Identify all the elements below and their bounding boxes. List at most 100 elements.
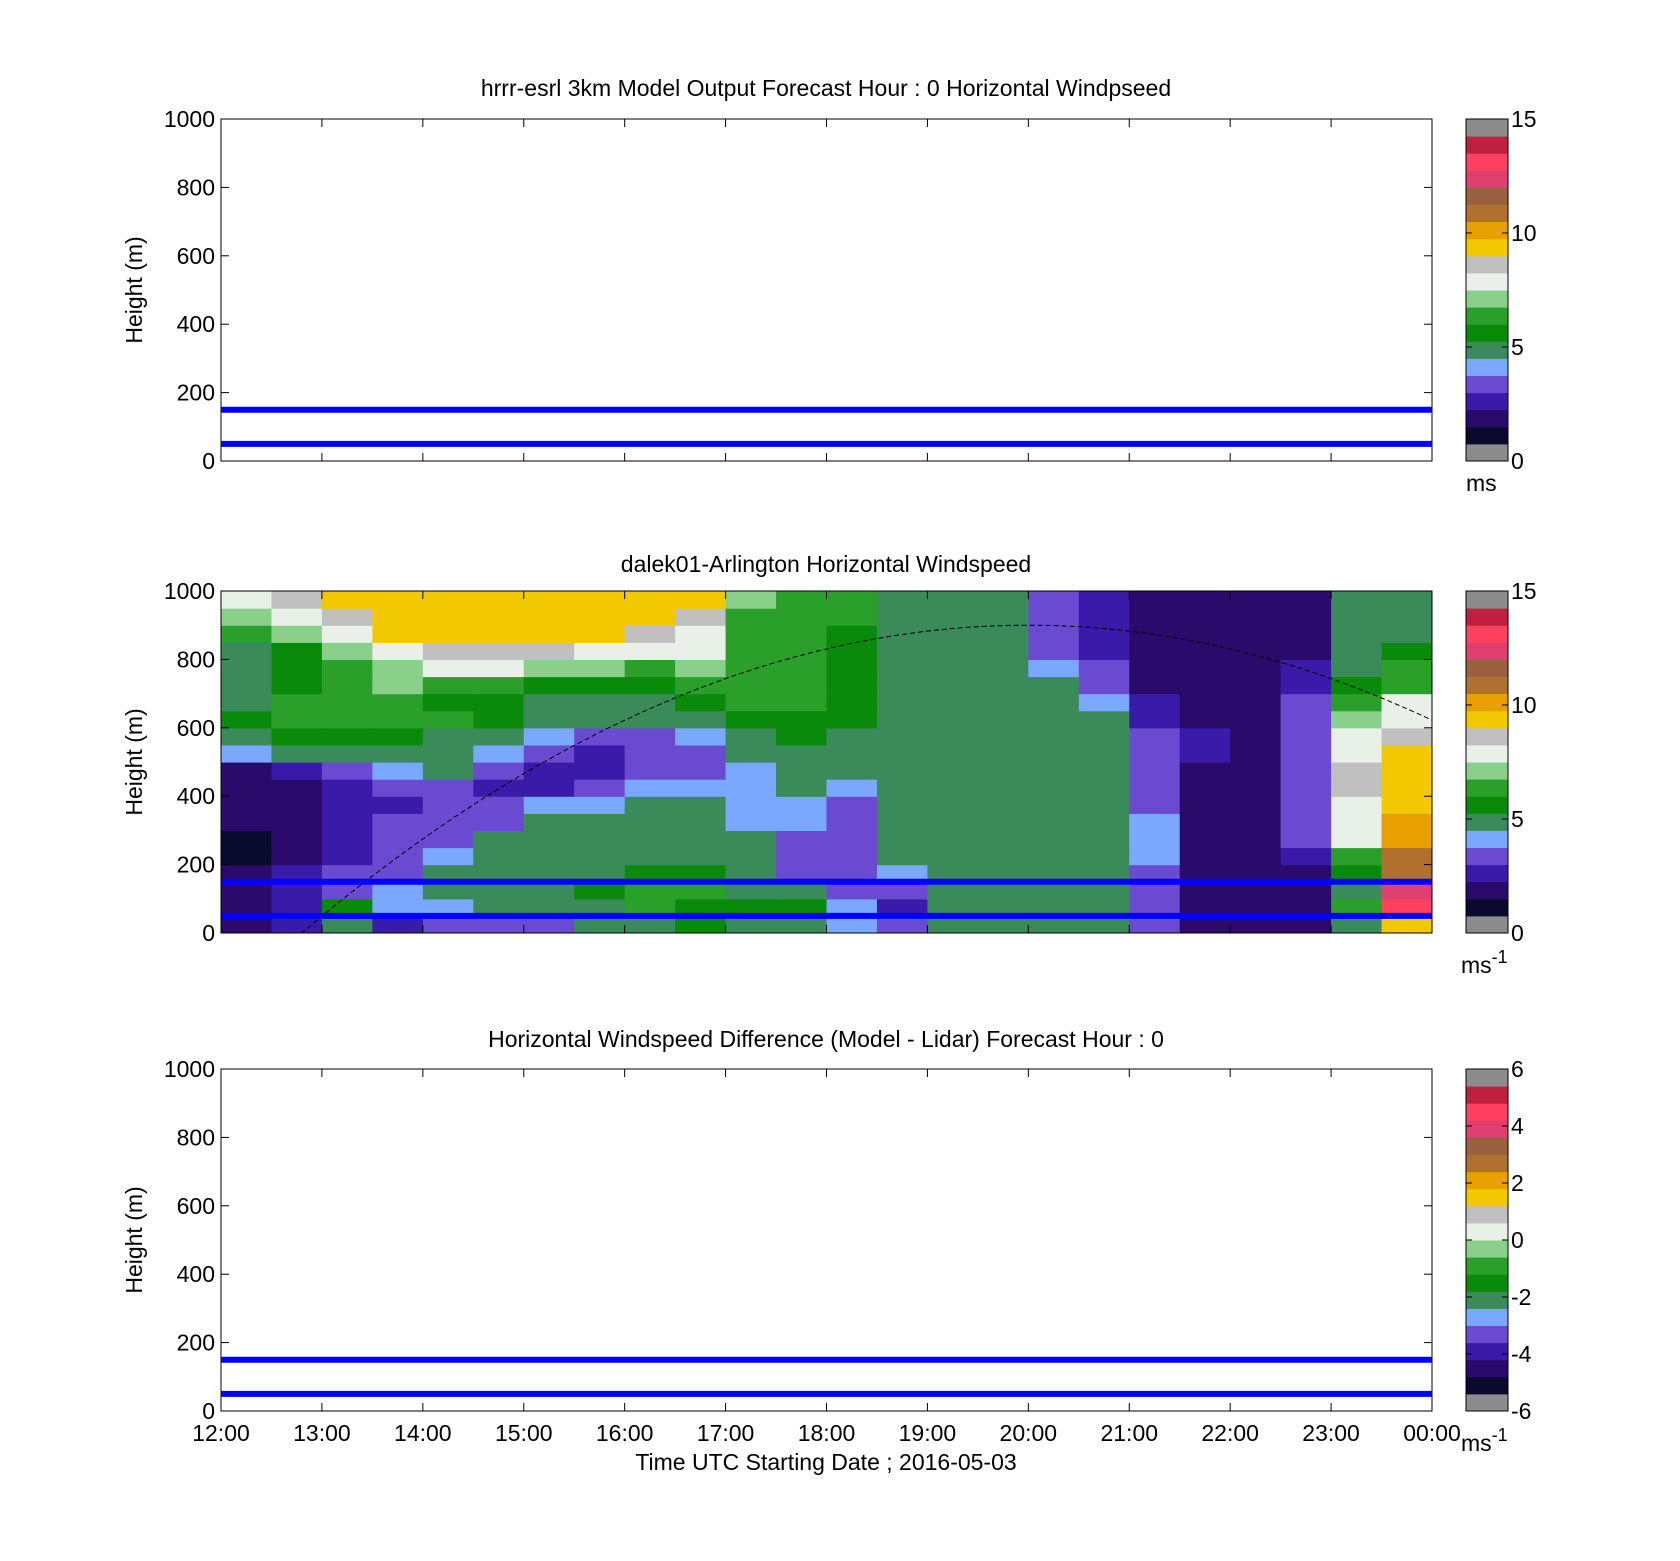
heatmap-cell [372,915,424,933]
heatmap-cell [372,676,424,695]
heatmap-cell [221,830,273,849]
heatmap-cell [624,642,676,660]
heatmap-cell [1230,727,1282,746]
x-tick-label: 23:00 [1302,1420,1360,1446]
heatmap-cell [422,710,474,729]
colorbar-frame [1465,118,1509,462]
heatmap-cell [1280,710,1332,729]
heatmap-cell [927,864,979,883]
heatmap-cell [927,847,979,866]
heatmap-cell [321,830,373,849]
colorbar: -6 -4 -2 0 2 4 6 ms-1 [1461,1056,1532,1456]
heatmap-cell [523,642,575,660]
heatmap-cell [1179,915,1231,933]
heatmap-cell [473,676,525,695]
heatmap-cell [675,727,727,746]
colorbar-swatch [1466,170,1508,188]
heatmap-cell [927,710,979,729]
heatmap-cell [977,608,1029,626]
y-tick-label: 200 [177,1330,215,1356]
heatmap-cell [271,779,323,797]
colorbar-unit: ms-1 [1461,947,1508,978]
heatmap-cell [523,864,575,883]
colorbar-swatch [1466,119,1508,137]
heatmap-cell [473,591,525,609]
colorbar-swatch [1466,591,1508,609]
colorbar: 0 5 10 15 ms [1465,106,1537,496]
heatmap-cell [624,864,676,883]
heatmap-cell [826,881,878,900]
heatmap-cell [422,915,474,933]
heatmap-cell [321,642,373,660]
colorbar-swatch [1466,1069,1508,1087]
heatmap-cell [321,693,373,712]
heatmap-cell [1078,642,1130,660]
heatmap-cell [271,830,323,849]
heatmap-cell [1381,898,1432,917]
heatmap-cell [221,881,273,900]
heatmap-cell [1179,693,1231,712]
heatmap-cell [523,625,575,643]
heatmap-cell [1280,762,1332,780]
heatmap-cell [372,881,424,900]
heatmap-cell [1331,727,1383,746]
heatmap-cell [675,915,727,933]
heatmap-cell [321,608,373,626]
heatmap-cell [725,881,777,900]
heatmap-cell [1179,813,1231,831]
colorbar-swatch [1466,762,1508,780]
panel-title: Horizontal Windspeed Difference (Model -… [488,1026,1164,1052]
heatmap-cell [776,744,828,763]
heatmap-cell [1230,864,1282,883]
heatmap-cell [624,796,676,814]
heatmap-cell [473,608,525,626]
heatmap-cell [1280,779,1332,797]
heatmap-cell [1331,608,1383,626]
panel-title: dalek01-Arlington Horizontal Windspeed [621,551,1031,577]
heatmap-cell [1280,796,1332,814]
heatmap-cell [574,847,626,866]
heatmap-cell [1381,830,1432,849]
x-ticks: 12:00 13:00 14:00 15:00 16:00 17:00 18:00 19:00… [192,1069,1461,1446]
heatmap-cell [1129,727,1181,746]
heatmap-cell [1280,864,1332,883]
x-tick-label: 21:00 [1100,1420,1158,1446]
colorbar-swatch [1466,153,1508,171]
colorbar-tick-label: 15 [1511,578,1537,604]
heatmap-cell [977,762,1029,780]
heatmap-cell [1078,847,1130,866]
heatmap-cell [1028,676,1080,695]
heatmap-cell [1179,864,1231,883]
heatmap-cell [725,710,777,729]
heatmap-cell [1331,796,1383,814]
heatmap-cell [473,710,525,729]
heatmap-cell [523,693,575,712]
heatmap-cell [271,710,323,729]
heatmap-cell [271,881,323,900]
heatmap-cell [977,659,1029,678]
heatmap-cell [422,813,474,831]
heatmap-cell [523,710,575,729]
heatmap-cell [1280,727,1332,746]
heatmap-cell [675,591,727,609]
heatmap-cell [221,642,273,660]
colorbar-swatch [1466,813,1508,831]
heatmap-cell [725,915,777,933]
heatmap-cell [473,813,525,831]
heatmap-cell [675,779,727,797]
heatmap-cell [977,830,1029,849]
heatmap-cell [675,813,727,831]
heatmap-cell [372,608,424,626]
colorbar-tick-label: 5 [1511,806,1524,832]
heatmap-cell [321,864,373,883]
heatmap-cell [675,625,727,643]
colorbar-swatch [1466,341,1508,359]
heatmap-cell [372,813,424,831]
heatmap-cell [1381,676,1432,695]
colorbar-swatch [1466,1291,1508,1309]
heatmap-cell [574,898,626,917]
heatmap-cell [523,847,575,866]
heatmap-cell [1230,898,1282,917]
heatmap-cell [1179,830,1231,849]
heatmap-cell [271,693,323,712]
